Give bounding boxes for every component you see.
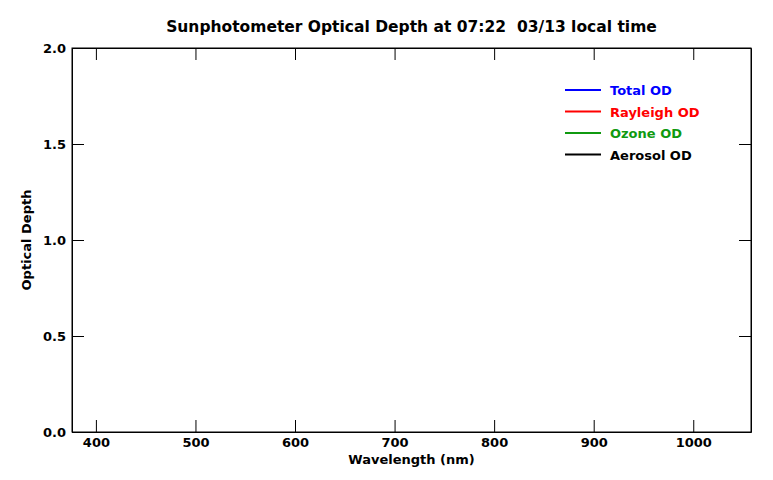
y-tick-label: 2.0 — [43, 41, 66, 56]
x-tick-label: 700 — [382, 435, 409, 450]
legend-swatch — [565, 111, 601, 113]
x-tick-mark — [594, 420, 595, 432]
y-tick-label: 0.0 — [43, 425, 66, 440]
x-axis-line — [73, 432, 752, 433]
x-tick: 600 — [282, 420, 309, 450]
x-tick-mark-top — [594, 48, 595, 60]
y-tick-mark — [72, 336, 84, 337]
y-tick-right — [739, 240, 751, 241]
y-axis-title: Optical Depth — [19, 190, 34, 291]
y-tick: 0.0 — [43, 425, 84, 440]
legend-swatch — [565, 132, 601, 134]
x-axis: 400 500 600 700 800 900 1000 — [73, 420, 752, 450]
x-tick-mark — [395, 420, 396, 432]
x-tick-mark — [96, 420, 97, 432]
legend-label: Rayleigh OD — [610, 105, 700, 120]
y-tick-mark-right — [739, 144, 751, 145]
y-tick-mark — [72, 144, 84, 145]
x-tick-top — [195, 48, 196, 60]
legend-swatch — [565, 154, 601, 156]
x-tick-mark-top — [195, 48, 196, 60]
title: Sunphotometer Optical Depth at 07:22 03/… — [166, 18, 657, 36]
x-axis-title: Wavelength (nm) — [348, 452, 474, 467]
y-tick-mark-right — [739, 432, 751, 433]
legend-label: Aerosol OD — [610, 148, 692, 163]
x-tick: 400 — [83, 420, 110, 450]
x-tick-top — [395, 48, 396, 60]
y-tick: 2.0 — [43, 41, 84, 56]
chart: 400 500 600 700 800 900 1000 0.0 0.5 1.0 1.5 2.0 Sun… — [0, 0, 773, 480]
x-tick-top — [295, 48, 296, 60]
y-tick-right — [739, 336, 751, 337]
x-tick-mark-top — [693, 48, 694, 60]
x-tick-top — [693, 48, 694, 60]
x-tick-mark-top — [295, 48, 296, 60]
legend: Total OD Rayleigh OD Ozone OD Aerosol OD — [565, 83, 700, 163]
x-tick-top — [494, 48, 495, 60]
y-tick-label: 1.5 — [43, 137, 66, 152]
legend-label: Total OD — [610, 83, 672, 98]
x-tick-top — [594, 48, 595, 60]
y-tick: 0.5 — [43, 329, 84, 344]
y-axis: 0.0 0.5 1.0 1.5 2.0 — [43, 41, 84, 440]
x-tick-top — [96, 48, 97, 60]
y-tick: 1.0 — [43, 233, 84, 248]
x-tick-mark — [693, 420, 694, 432]
x-tick-label: 400 — [83, 435, 110, 450]
x-tick-mark — [494, 420, 495, 432]
x-axis-top-line — [73, 48, 752, 49]
y-tick-right — [739, 144, 751, 145]
y-axis-right-line — [751, 49, 752, 433]
x-tick: 500 — [182, 420, 209, 450]
y-tick-mark — [72, 48, 84, 49]
x-tick: 700 — [382, 420, 409, 450]
y-tick-right — [739, 48, 751, 49]
y-tick-mark-right — [739, 240, 751, 241]
x-tick-label: 900 — [581, 435, 608, 450]
plot-frame — [72, 48, 751, 432]
x-tick-label: 500 — [182, 435, 209, 450]
y-axis-right — [739, 49, 752, 433]
y-tick-mark-right — [739, 48, 751, 49]
x-tick-label: 1000 — [676, 435, 712, 450]
y-tick-mark-right — [739, 336, 751, 337]
legend-swatch — [565, 89, 601, 91]
y-tick-mark — [72, 432, 84, 433]
x-tick: 900 — [581, 420, 608, 450]
x-axis-top — [73, 48, 752, 60]
x-tick: 800 — [481, 420, 508, 450]
y-tick-right — [739, 432, 751, 433]
x-tick-mark — [195, 420, 196, 432]
y-tick-label: 0.5 — [43, 329, 66, 344]
y-tick-mark — [72, 240, 84, 241]
x-tick-mark-top — [494, 48, 495, 60]
legend-label: Ozone OD — [610, 126, 682, 141]
x-tick-mark — [295, 420, 296, 432]
y-tick-label: 1.0 — [43, 233, 66, 248]
x-tick-label: 800 — [481, 435, 508, 450]
x-tick-mark-top — [96, 48, 97, 60]
x-tick-label: 600 — [282, 435, 309, 450]
x-tick: 1000 — [676, 420, 712, 450]
x-tick-mark-top — [395, 48, 396, 60]
y-tick: 1.5 — [43, 137, 84, 152]
